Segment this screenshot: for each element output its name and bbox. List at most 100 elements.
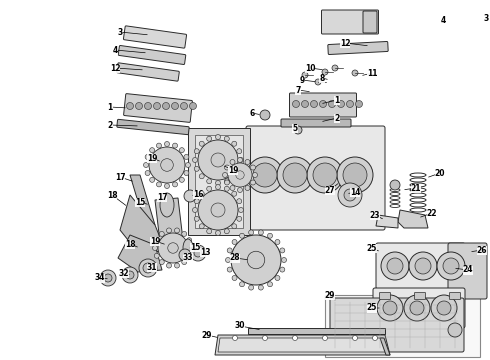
Circle shape [237, 216, 242, 221]
Circle shape [179, 177, 184, 183]
Circle shape [352, 70, 358, 76]
Text: 29: 29 [202, 330, 212, 339]
Circle shape [187, 238, 192, 243]
Text: 15: 15 [190, 243, 200, 252]
Circle shape [149, 177, 155, 183]
Circle shape [307, 157, 343, 193]
Circle shape [328, 100, 336, 108]
Circle shape [194, 149, 199, 154]
Circle shape [232, 191, 237, 196]
Circle shape [167, 228, 172, 233]
Text: 24: 24 [463, 266, 473, 274]
Circle shape [222, 172, 227, 177]
Circle shape [193, 158, 197, 162]
Circle shape [239, 158, 244, 162]
Circle shape [268, 282, 272, 287]
Circle shape [390, 180, 400, 190]
Text: 19: 19 [150, 237, 160, 246]
Circle shape [144, 162, 148, 167]
Circle shape [437, 301, 451, 315]
Circle shape [258, 230, 263, 235]
Circle shape [186, 162, 191, 167]
Text: 1: 1 [107, 103, 113, 112]
Text: 32: 32 [119, 269, 129, 278]
Polygon shape [218, 338, 387, 352]
Circle shape [247, 157, 283, 193]
FancyBboxPatch shape [246, 126, 385, 230]
Circle shape [322, 336, 327, 341]
Circle shape [152, 246, 157, 251]
Circle shape [198, 140, 238, 180]
Circle shape [315, 79, 321, 85]
FancyBboxPatch shape [117, 63, 179, 81]
Text: 7: 7 [295, 86, 301, 95]
Circle shape [311, 100, 318, 108]
Text: 1: 1 [334, 95, 340, 104]
Circle shape [344, 189, 356, 201]
Circle shape [199, 174, 204, 179]
Circle shape [136, 103, 143, 109]
Circle shape [332, 65, 338, 71]
Circle shape [377, 295, 403, 321]
Circle shape [143, 263, 153, 273]
Circle shape [352, 336, 358, 341]
Circle shape [211, 203, 225, 217]
Circle shape [172, 143, 177, 148]
Bar [325, 295, 480, 357]
Circle shape [216, 180, 220, 185]
Circle shape [404, 295, 430, 321]
Polygon shape [215, 335, 390, 355]
Circle shape [346, 100, 353, 108]
Circle shape [250, 165, 255, 170]
FancyBboxPatch shape [290, 93, 357, 117]
Circle shape [194, 199, 199, 204]
Circle shape [227, 248, 232, 253]
Circle shape [258, 285, 263, 290]
Polygon shape [398, 210, 428, 228]
Circle shape [167, 263, 172, 268]
FancyBboxPatch shape [330, 298, 464, 352]
Circle shape [199, 141, 204, 146]
Circle shape [239, 207, 244, 212]
Circle shape [172, 182, 177, 187]
Circle shape [245, 185, 250, 190]
Circle shape [252, 172, 258, 177]
Circle shape [337, 157, 373, 193]
Circle shape [238, 188, 243, 193]
FancyBboxPatch shape [117, 120, 189, 135]
Circle shape [207, 179, 212, 184]
Circle shape [280, 248, 285, 253]
Circle shape [224, 229, 229, 234]
Circle shape [294, 126, 302, 134]
FancyBboxPatch shape [123, 94, 193, 122]
Circle shape [126, 271, 134, 279]
Circle shape [224, 136, 229, 141]
Circle shape [275, 239, 280, 244]
Text: 3: 3 [118, 27, 122, 36]
Circle shape [260, 110, 270, 120]
Circle shape [253, 163, 277, 187]
Text: 2: 2 [334, 113, 340, 122]
FancyBboxPatch shape [281, 119, 351, 127]
Text: 30: 30 [235, 321, 245, 330]
Polygon shape [118, 235, 162, 272]
Polygon shape [155, 198, 183, 242]
Circle shape [280, 267, 285, 272]
Circle shape [161, 159, 173, 171]
Circle shape [193, 207, 197, 212]
Polygon shape [188, 128, 250, 235]
Circle shape [410, 301, 424, 315]
Circle shape [145, 103, 151, 109]
Circle shape [228, 163, 252, 187]
Circle shape [383, 301, 397, 315]
Circle shape [145, 171, 150, 176]
Circle shape [387, 258, 403, 274]
Circle shape [224, 165, 229, 170]
Polygon shape [376, 215, 398, 228]
FancyBboxPatch shape [376, 243, 465, 289]
Circle shape [153, 103, 161, 109]
Circle shape [172, 103, 178, 109]
FancyBboxPatch shape [379, 292, 391, 300]
Circle shape [224, 180, 229, 185]
Circle shape [165, 184, 170, 189]
